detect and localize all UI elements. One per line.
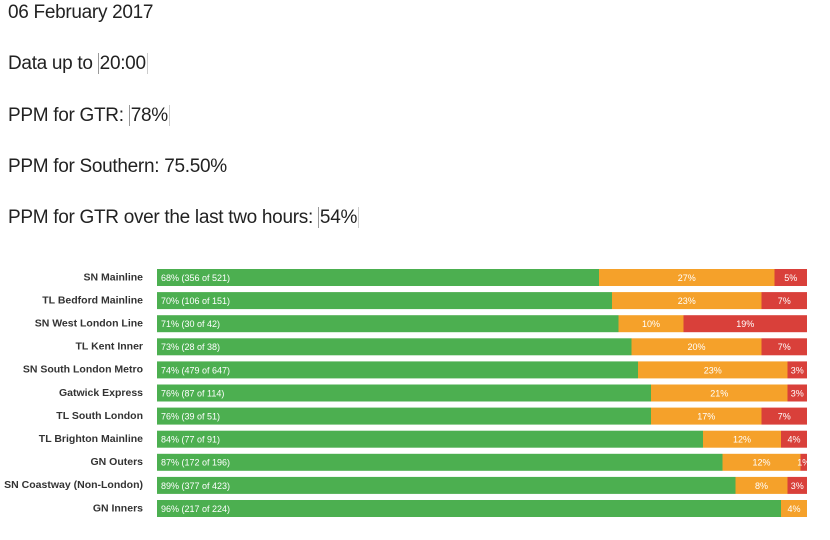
bar-segment [787, 476, 807, 494]
category-label: SN Coastway (Non-London) [4, 479, 143, 491]
ppm-gtr-two-hours: PPM for GTR over the last two hours: 54% [8, 207, 360, 229]
bar-segment [157, 269, 599, 286]
value-label: 12% [733, 435, 751, 445]
value-label: 5% [784, 273, 797, 283]
value-label: 20% [687, 342, 705, 352]
bar-segment [703, 430, 781, 448]
value-label: 73% (28 of 38) [161, 342, 220, 352]
value-label: 76% (39 of 51) [161, 411, 220, 421]
value-label: 76% (87 of 114) [161, 388, 224, 398]
bar-segment [683, 315, 807, 333]
value-label: 23% [678, 296, 696, 306]
value-label: 4% [787, 435, 800, 445]
bar-segment [157, 407, 651, 425]
chart: SN Mainline 68% (356 of 521) 27% 5% TL Bedfo… [4, 269, 810, 517]
label: Data up to [8, 53, 93, 74]
category-label: GN Inners [93, 502, 143, 514]
category-label: TL Kent Inner [76, 341, 143, 353]
value-label: 68% (356 of 521) [161, 273, 230, 283]
bar-segment [761, 292, 807, 310]
value-label: 23% [704, 365, 722, 375]
bar-segment [599, 269, 775, 286]
bar-segment [722, 453, 801, 471]
value-label: 1% [797, 458, 810, 468]
bar-segment [157, 361, 638, 379]
bar-segment [651, 407, 762, 425]
value-label: 17% [697, 411, 715, 421]
value-label: 3% [791, 481, 804, 491]
value-label: 70% (106 of 151) [161, 296, 230, 306]
value-label: 8% [755, 481, 768, 491]
value: 20:00 [97, 53, 148, 74]
bar-segment [157, 453, 723, 471]
value-label: 7% [778, 296, 791, 306]
bar-segment [157, 315, 619, 333]
label: PPM for Southern: [8, 156, 160, 177]
category-label: TL Bedford Mainline [42, 294, 143, 306]
category-label: SN West London Line [35, 317, 143, 329]
category-label: SN South London Metro [23, 364, 143, 376]
value-label: 21% [710, 388, 728, 398]
bar-segment [735, 476, 788, 494]
bar-segment [781, 430, 807, 448]
category-label: TL Brighton Mainline [39, 433, 143, 445]
bar-segment [631, 338, 762, 356]
value-label: 7% [778, 411, 791, 421]
bar-segment [787, 361, 807, 379]
date: 06 February 2017 [8, 2, 154, 23]
label: PPM for GTR over the last two hours: [8, 207, 313, 228]
bar-segment [787, 384, 807, 402]
value-label: 12% [752, 458, 770, 468]
bar-segment [781, 500, 807, 517]
value-label: 71% (30 of 42) [161, 319, 220, 329]
bar-segment [800, 453, 807, 471]
bar-segment [157, 430, 703, 448]
value: 54% [317, 207, 360, 228]
bar-segment [157, 384, 651, 402]
value-label: 74% (479 of 647) [161, 365, 230, 375]
value-label: 7% [778, 342, 791, 352]
value: 75.50% [164, 156, 227, 177]
bar-segment [618, 315, 684, 333]
category-label: Gatwick Express [59, 387, 143, 399]
value-label: 4% [787, 504, 800, 514]
value-label: 3% [791, 365, 804, 375]
ppm-southern: PPM for Southern: 75.50% [8, 156, 227, 178]
bar-segment [761, 407, 807, 425]
bar-segment [157, 338, 632, 356]
bar-segment [157, 476, 736, 494]
value-label: 96% (217 of 224) [161, 504, 230, 514]
bar-segment [774, 269, 807, 286]
data-up-to: Data up to 20:00 [8, 53, 148, 75]
value-label: 89% (377 of 423) [161, 481, 230, 491]
value-label: 3% [791, 388, 804, 398]
value-label: 87% (172 of 196) [161, 458, 230, 468]
label: PPM for GTR: [8, 105, 124, 126]
bar-segment [157, 292, 612, 310]
bar-segment [761, 338, 807, 356]
value-label: 19% [736, 319, 754, 329]
value: 78% [128, 105, 170, 126]
ppm-gtr: PPM for GTR: 78% [8, 105, 170, 127]
bar-segment [638, 361, 788, 379]
bar-segment [612, 292, 762, 310]
bar-segment [157, 500, 781, 517]
value-label: 10% [642, 319, 660, 329]
category-label: TL South London [56, 410, 143, 422]
category-label: GN Outers [90, 456, 143, 468]
value-label: 27% [678, 273, 696, 283]
bar-segment [651, 384, 788, 402]
value-label: 84% (77 of 91) [161, 435, 220, 445]
category-label: SN Mainline [83, 271, 143, 283]
